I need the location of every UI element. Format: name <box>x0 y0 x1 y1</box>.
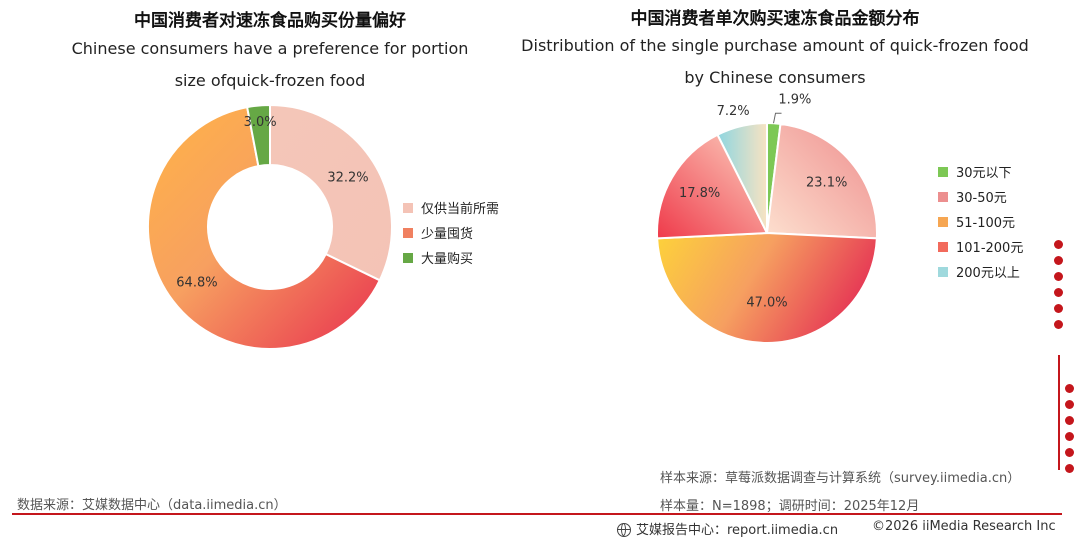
chart2-legend-item-5: 200元以上 <box>938 259 1023 284</box>
chart1-donut: 32.2% 64.8% 3.0% <box>147 103 393 350</box>
footer-divider <box>12 513 1062 515</box>
chart1-legend-label-1: 仅供当前所需 <box>421 202 500 217</box>
sample-size-text: 样本量：N=1898；调研时间：2025年12月 <box>660 499 920 514</box>
chart2-data-label-1: 1.9% <box>778 93 811 108</box>
chart1-subtitle-line-2: size ofquick-frozen food <box>174 71 366 90</box>
decorative-dot <box>1054 304 1063 313</box>
chart1-slice-1 <box>269 103 393 282</box>
chart1-data-label-3: 3.0% <box>244 115 277 130</box>
chart2-legend-label-4: 101-200元 <box>956 241 1024 256</box>
chart2-slice-4 <box>656 133 769 240</box>
chart2-legend-swatch-2 <box>938 191 948 202</box>
decorative-dot <box>1065 384 1074 393</box>
chart1-legend-swatch-3 <box>403 252 413 263</box>
chart2-legend-label-1: 30元以下 <box>956 166 1012 181</box>
chart2-subtitle-line-1: Distribution of the single purchase amou… <box>521 36 1029 55</box>
chart1-legend-label-2: 少量囤货 <box>421 227 474 242</box>
chart2-legend-label-2: 30-50元 <box>956 191 1007 206</box>
chart2-legend-swatch-1 <box>938 166 948 177</box>
decorative-dot <box>1065 432 1074 441</box>
decorative-dot <box>1054 272 1063 281</box>
sample-source-text: 样本来源：草莓派数据调查与计算系统（survey.iimedia.cn） <box>660 471 1021 486</box>
chart2-slice-2 <box>765 122 878 240</box>
chart2-legend-label-5: 200元以上 <box>956 266 1020 281</box>
decorative-dot <box>1054 320 1063 329</box>
chart2-data-label-5: 7.2% <box>717 104 750 119</box>
chart1-legend-item-1: 仅供当前所需 <box>403 195 499 220</box>
chart2-legend-swatch-4 <box>938 241 948 252</box>
chart2-slice-5 <box>716 121 768 234</box>
report-center: 艾媒报告中心：report.iimedia.cn <box>617 519 838 538</box>
data-source-text: 数据来源：艾媒数据中心（data.iimedia.cn） <box>17 498 287 513</box>
chart2-legend-item-4: 101-200元 <box>938 234 1023 259</box>
chart1-legend-item-2: 少量囤货 <box>403 220 499 245</box>
decorative-dot <box>1054 256 1063 265</box>
chart2-data-label-2: 23.1% <box>806 175 847 190</box>
decorative-dot <box>1065 400 1074 409</box>
chart2-legend-item-1: 30元以下 <box>938 159 1023 184</box>
chart1-legend-swatch-1 <box>403 202 413 213</box>
copyright-text: ©2026 iiMedia Research Inc <box>872 519 1056 534</box>
decorative-dot <box>1054 288 1063 297</box>
chart2-data-label-3: 47.0% <box>746 296 787 311</box>
chart2-legend-swatch-5 <box>938 266 948 277</box>
chart2-pie: 1.9% 23.1% 47.0% 17.8% 7.2% <box>656 93 878 344</box>
chart1-legend-item-3: 大量购买 <box>403 245 499 270</box>
chart2-subtitle: Distribution of the single purchase amou… <box>500 30 1050 94</box>
chart2-title: 中国消费者单次购买速冻食品金额分布 <box>630 9 920 29</box>
chart2-legend-item-3: 51-100元 <box>938 209 1023 234</box>
chart1-slice-3 <box>245 103 271 168</box>
chart2-data-label-4: 17.8% <box>679 186 720 201</box>
chart2-leader-line <box>773 112 782 124</box>
chart2-slice-3 <box>656 231 878 344</box>
chart2-legend-item-2: 30-50元 <box>938 184 1023 209</box>
decorative-dot <box>1054 240 1063 249</box>
chart2-legend-swatch-3 <box>938 216 948 227</box>
chart1-legend: 仅供当前所需 少量囤货大量购买 <box>403 195 499 270</box>
chart1-legend-swatch-2 <box>403 227 413 238</box>
decorative-vertical-line <box>1058 355 1060 470</box>
decorative-dot <box>1065 416 1074 425</box>
chart1-title: 中国消费者对速冻食品购买份量偏好 <box>134 11 406 31</box>
chart1-subtitle: Chinese consumers have a preference for … <box>40 33 500 97</box>
chart2-legend: 30元以下 30-50元 51-100元 101-200元 200元以上 <box>938 159 1023 284</box>
chart1-data-label-2: 64.8% <box>176 275 217 290</box>
chart1-data-label-1: 32.2% <box>327 171 368 186</box>
chart2-subtitle-line-2: by Chinese consumers <box>684 68 866 87</box>
chart1-legend-label-3: 大量购买 <box>421 252 474 267</box>
decorative-dot <box>1065 448 1074 457</box>
chart1-subtitle-line-1: Chinese consumers have a preference for … <box>71 39 469 58</box>
chart1-slice-2 <box>147 105 382 350</box>
chart2-legend-label-3: 51-100元 <box>956 216 1016 231</box>
globe-icon <box>617 523 631 537</box>
report-center-text: 艾媒报告中心：report.iimedia.cn <box>636 523 839 538</box>
decorative-dot <box>1065 464 1074 473</box>
